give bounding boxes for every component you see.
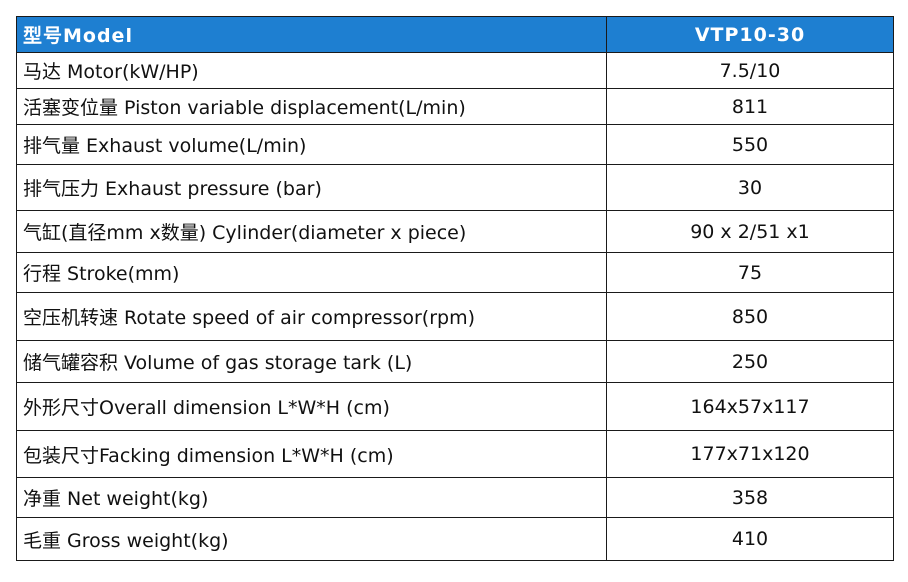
table-row: 空压机转速 Rotate speed of air compressor(rpm… bbox=[16, 292, 894, 341]
header-label: 型号Model bbox=[16, 16, 607, 53]
table-row: 外形尺寸Overall dimension L*W*H (cm) 164x57x… bbox=[16, 382, 894, 431]
table-row: 马达 Motor(kW/HP) 7.5/10 bbox=[16, 52, 894, 89]
row-label-stroke: 行程 Stroke(mm) bbox=[16, 252, 607, 293]
table-row: 毛重 Gross weight(kg) 410 bbox=[16, 517, 894, 561]
header-row: 型号Model VTP10-30 bbox=[16, 16, 894, 53]
header-model-value: VTP10-30 bbox=[606, 16, 894, 53]
row-value-rotate-speed: 850 bbox=[606, 292, 894, 341]
row-label-motor: 马达 Motor(kW/HP) bbox=[16, 52, 607, 89]
row-value-motor: 7.5/10 bbox=[606, 52, 894, 89]
spec-table: 型号Model VTP10-30 马达 Motor(kW/HP) 7.5/10 … bbox=[16, 16, 894, 561]
row-label-packing-dimension: 包装尺寸Facking dimension L*W*H (cm) bbox=[16, 430, 607, 478]
table-row: 气缸(直径mm x数量) Cylinder(diameter x piece) … bbox=[16, 210, 894, 253]
table-row: 包装尺寸Facking dimension L*W*H (cm) 177x71x… bbox=[16, 430, 894, 478]
row-value-net-weight: 358 bbox=[606, 477, 894, 518]
table-row: 储气罐容积 Volume of gas storage tark (L) 250 bbox=[16, 340, 894, 383]
table-row: 行程 Stroke(mm) 75 bbox=[16, 252, 894, 293]
table-row: 排气量 Exhaust volume(L/min) 550 bbox=[16, 124, 894, 165]
row-value-cylinder: 90 x 2/51 x1 bbox=[606, 210, 894, 253]
table-row: 活塞变位量 Piston variable displacement(L/min… bbox=[16, 88, 894, 125]
table-row: 净重 Net weight(kg) 358 bbox=[16, 477, 894, 518]
row-label-net-weight: 净重 Net weight(kg) bbox=[16, 477, 607, 518]
row-label-exhaust-pressure: 排气压力 Exhaust pressure (bar) bbox=[16, 164, 607, 211]
row-value-exhaust-pressure: 30 bbox=[606, 164, 894, 211]
row-value-exhaust-volume: 550 bbox=[606, 124, 894, 165]
row-value-overall-dimension: 164x57x117 bbox=[606, 382, 894, 431]
row-label-rotate-speed: 空压机转速 Rotate speed of air compressor(rpm… bbox=[16, 292, 607, 341]
row-label-cylinder: 气缸(直径mm x数量) Cylinder(diameter x piece) bbox=[16, 210, 607, 253]
table-row: 排气压力 Exhaust pressure (bar) 30 bbox=[16, 164, 894, 211]
row-value-piston-displacement: 811 bbox=[606, 88, 894, 125]
row-label-overall-dimension: 外形尺寸Overall dimension L*W*H (cm) bbox=[16, 382, 607, 431]
row-label-piston-displacement: 活塞变位量 Piston variable displacement(L/min… bbox=[16, 88, 607, 125]
row-label-exhaust-volume: 排气量 Exhaust volume(L/min) bbox=[16, 124, 607, 165]
row-value-packing-dimension: 177x71x120 bbox=[606, 430, 894, 478]
row-value-gross-weight: 410 bbox=[606, 517, 894, 561]
row-value-stroke: 75 bbox=[606, 252, 894, 293]
row-label-gross-weight: 毛重 Gross weight(kg) bbox=[16, 517, 607, 561]
row-value-gas-storage: 250 bbox=[606, 340, 894, 383]
row-label-gas-storage: 储气罐容积 Volume of gas storage tark (L) bbox=[16, 340, 607, 383]
